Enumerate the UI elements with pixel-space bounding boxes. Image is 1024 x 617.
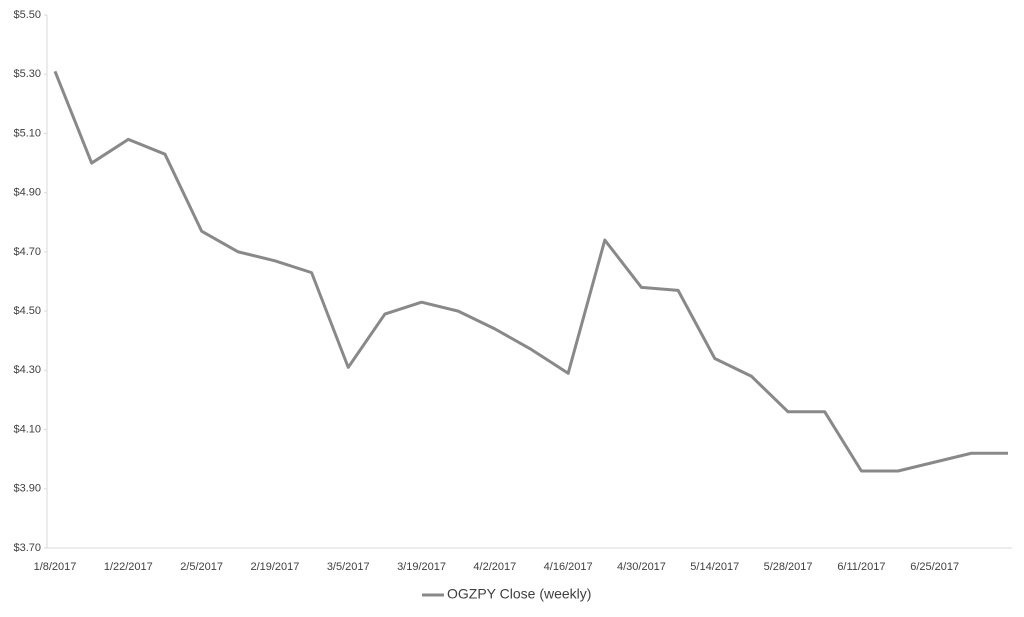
x-tick-label: 1/8/2017 <box>34 561 77 573</box>
x-tick-label: 4/16/2017 <box>544 561 593 573</box>
series-line <box>53 70 1008 473</box>
y-tick-label: $4.30 <box>13 364 41 376</box>
x-tick-label: 1/22/2017 <box>104 561 153 573</box>
x-tick-label: 6/11/2017 <box>837 561 885 573</box>
y-tick-label: $4.10 <box>13 423 41 435</box>
y-tick-label: $4.70 <box>13 246 41 258</box>
y-tick-label: $4.90 <box>13 187 41 199</box>
x-tick-label: 3/5/2017 <box>327 561 370 573</box>
x-tick-label: 4/30/2017 <box>617 561 666 573</box>
y-tick-label: $5.50 <box>13 9 41 21</box>
x-tick-label: 6/25/2017 <box>910 561 959 573</box>
x-tick-label: 4/2/2017 <box>473 561 516 573</box>
y-tick-label: $5.30 <box>13 68 41 80</box>
y-tick-label: $3.90 <box>13 483 41 495</box>
x-tick-label: 5/28/2017 <box>764 561 813 573</box>
x-tick-label: 5/14/2017 <box>690 561 739 573</box>
x-tick-label: 3/19/2017 <box>397 561 446 573</box>
x-tick-label: 2/5/2017 <box>180 561 223 573</box>
y-tick-label: $5.10 <box>13 127 41 139</box>
y-tick-label: $4.50 <box>13 305 41 317</box>
y-tick-label: $3.70 <box>13 542 41 554</box>
x-tick-label: 2/19/2017 <box>250 561 299 573</box>
legend-text: OGZPY Close (weekly) <box>447 586 591 602</box>
